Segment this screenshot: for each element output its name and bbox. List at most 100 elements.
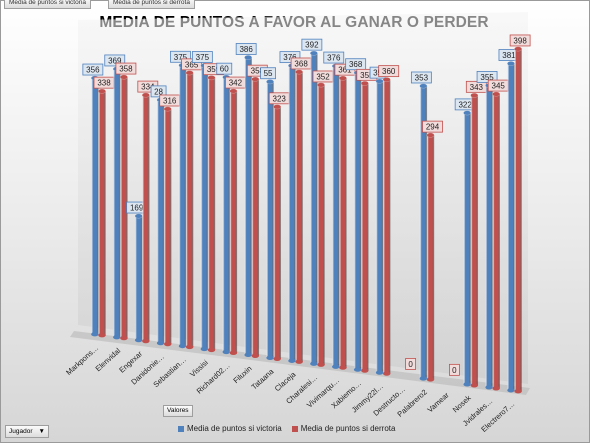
bar-cap-derrota (338, 75, 347, 81)
bar-cap-victoria (134, 213, 143, 219)
data-label-box-victoria (279, 51, 301, 64)
bar-victoria (375, 81, 384, 373)
legend-label-victoria: Media de puntos si victoria (187, 424, 282, 433)
bar-cap-derrota (98, 88, 106, 94)
axis-field-button[interactable]: Jugador ▼ (5, 425, 49, 438)
bar-victoria (134, 216, 143, 341)
bar-base-derrota (251, 353, 260, 359)
bar-cap-victoria (244, 55, 253, 60)
data-label-victoria: 355 (480, 73, 494, 82)
bar-base-victoria (485, 385, 493, 390)
bar-victoria (288, 65, 296, 361)
data-label-victoria: 369 (108, 56, 122, 65)
axis-field-label: Jugador (9, 428, 33, 435)
data-label-victoria: 60 (220, 65, 229, 74)
data-label-victoria: 322 (458, 100, 472, 109)
chart-legend: Media de puntos si victoria Media de pun… (178, 424, 395, 433)
category-label: Vissisi (188, 358, 210, 379)
bar-cap-derrota (317, 82, 325, 88)
legend-item-derrota: Media de puntos si derrota (291, 424, 395, 433)
data-label-derrota: 342 (229, 79, 243, 88)
bar-victoria (156, 99, 165, 344)
bar-base-victoria (332, 364, 340, 369)
bar-cap-derrota (229, 88, 238, 94)
data-label-box-victoria (235, 43, 257, 55)
bar-cap-derrota (295, 69, 304, 75)
bar-base-derrota (98, 332, 106, 338)
bar-derrota (185, 72, 194, 347)
data-label-derrota: 334 (141, 83, 155, 92)
bar-victoria (266, 81, 274, 358)
bar-derrota (251, 79, 260, 356)
data-label-box-derrota (378, 65, 400, 78)
bar-cap-victoria (309, 50, 318, 56)
bar-base-derrota (207, 347, 216, 353)
bar-derrota (273, 106, 281, 359)
bar-derrota (470, 95, 479, 386)
bar-base-derrota (317, 362, 325, 367)
bar-derrota (295, 71, 303, 362)
bar-base-victoria (288, 358, 296, 363)
legend-swatch-derrota (291, 425, 298, 432)
bar-base-victoria (178, 343, 187, 349)
bar-derrota (98, 91, 106, 336)
bar-cap-derrota (119, 74, 128, 80)
bar-base-victoria (134, 337, 143, 343)
dropdown-arrow-icon[interactable]: ▼ (38, 428, 45, 435)
bar-cap-derrota (492, 91, 501, 97)
bar-victoria (222, 77, 230, 352)
data-label-victoria: 169 (130, 204, 144, 213)
bar-victoria (463, 112, 471, 385)
bar-base-victoria (156, 340, 165, 346)
bar-cap-victoria (375, 78, 384, 84)
bar-base-derrota (163, 341, 172, 347)
data-label-box-victoria (191, 51, 213, 63)
bar-base-derrota (185, 344, 194, 350)
data-label-box-derrota (422, 120, 443, 133)
data-label-derrota: 0 (452, 366, 457, 375)
bar-base-derrota (142, 338, 150, 344)
data-label-box-victoria (82, 63, 104, 76)
data-label-derrota: 368 (294, 59, 308, 68)
bar-derrota (339, 78, 347, 368)
data-label-derrota: 355 (360, 71, 374, 80)
bar-cap-derrota (207, 75, 216, 81)
bar-derrota (426, 135, 435, 380)
bar-cap-derrota (185, 70, 194, 76)
bar-cap-derrota (514, 46, 523, 52)
data-label-box-victoria (345, 58, 367, 71)
bar-base-victoria (113, 334, 121, 340)
data-label-box-victoria (104, 54, 126, 67)
bar-cap-victoria (419, 83, 428, 89)
data-label-box-victoria (260, 67, 276, 80)
data-label-box-derrota (449, 363, 460, 376)
legend-item-victoria: Media de puntos si victoria (178, 424, 282, 433)
data-label-box-derrota (115, 62, 137, 75)
bar-base-victoria (463, 382, 471, 387)
bar-base-victoria (222, 349, 230, 355)
field-button-victoria[interactable]: Media de puntos si victoria (4, 0, 91, 9)
bar-derrota (120, 77, 128, 339)
data-label-victoria: 386 (239, 45, 253, 54)
category-label: Filuxin (231, 364, 253, 385)
bar-cap-victoria (266, 79, 275, 85)
bar-derrota (142, 95, 150, 342)
bar-cap-derrota (141, 92, 150, 98)
field-button-derrota[interactable]: Media de puntos si derrota (108, 0, 195, 9)
values-field-button[interactable]: Valores (163, 405, 193, 417)
data-label-derrota: 358 (251, 67, 265, 76)
data-label-victoria: 28 (154, 87, 163, 96)
bar-victoria (419, 85, 428, 379)
bar-base-victoria (507, 388, 515, 393)
data-label-victoria: 35 (373, 69, 382, 78)
data-label-derrota: 316 (163, 97, 177, 106)
bar-victoria (310, 53, 318, 364)
bar-base-derrota (382, 371, 391, 376)
bar-derrota (361, 83, 369, 371)
bar-derrota (207, 77, 216, 350)
bar-base-victoria (266, 355, 274, 360)
bar-base-derrota (426, 377, 435, 382)
bar-victoria (244, 57, 252, 355)
data-label-derrota: 294 (426, 123, 440, 132)
bar-base-victoria (353, 367, 362, 372)
